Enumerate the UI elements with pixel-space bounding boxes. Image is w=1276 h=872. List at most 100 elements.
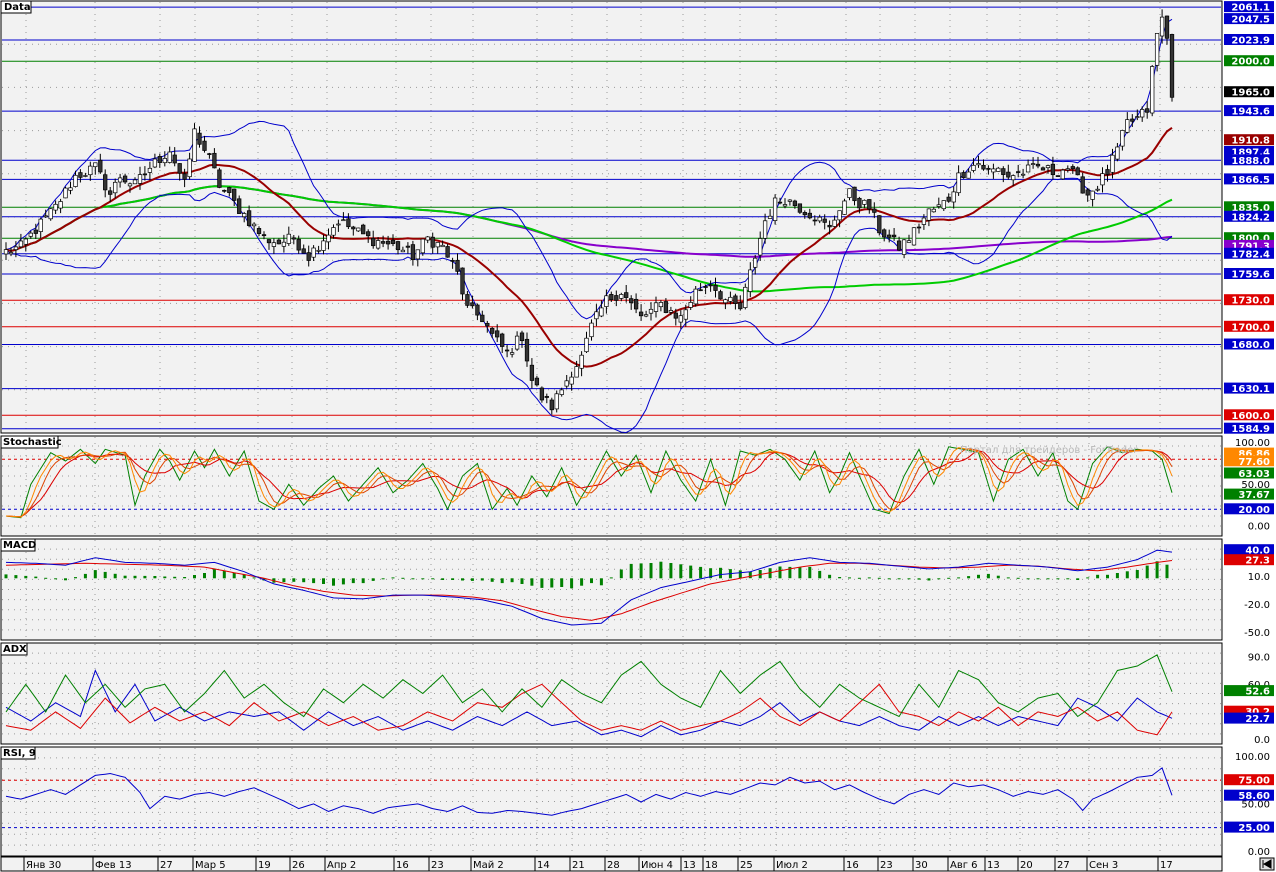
macd-histogram-bar [917, 578, 921, 580]
macd-histogram-bar [838, 577, 842, 579]
stoch-value-37.67-box [1224, 488, 1274, 500]
candle-body [53, 203, 58, 211]
candle-body [445, 246, 450, 258]
candle-body [256, 228, 262, 234]
candle-body [500, 333, 505, 347]
candle-body [534, 377, 540, 386]
price-level-1791.3-box [1224, 239, 1274, 251]
macd-histogram-bar [639, 563, 643, 579]
price-level-1584.9-box [1224, 422, 1274, 434]
candle-body [212, 152, 217, 169]
price-level-1800.0-box [1224, 232, 1274, 244]
scroll-right-button[interactable] [1259, 857, 1275, 871]
candle-body [633, 298, 639, 310]
macd-histogram-bar [24, 575, 28, 579]
price-level-1584.9: 1584.9 [1231, 424, 1270, 435]
panel-stochastic: Портал для трейдеров - ForTrader Stochas… [0, 435, 1274, 537]
candle-body [202, 140, 207, 151]
time-label-23: 20 [1020, 860, 1033, 871]
macd-value-27.3-box [1224, 554, 1274, 566]
macd-histogram-bar [54, 578, 58, 580]
price-level-1680.0-box [1224, 338, 1274, 350]
candle-body [733, 295, 738, 304]
price-level-1700.0-box [1224, 320, 1274, 332]
time-label-15: 18 [705, 860, 718, 871]
candle-body [13, 246, 19, 250]
adx-minus-di-line [5, 669, 1173, 738]
candle-body [88, 165, 93, 176]
candle-body [1125, 119, 1130, 133]
price-level-1730.0-box [1224, 294, 1274, 306]
candle-body [728, 296, 733, 302]
macd-histogram-bar [897, 578, 901, 580]
time-label-10: 14 [537, 860, 550, 871]
macd-histogram-bar [937, 578, 941, 580]
macd-histogram-bar [143, 575, 147, 579]
candle-body [832, 219, 837, 227]
price-level-1835.0: 1835.0 [1231, 203, 1270, 214]
price-level-1943.6-box [1224, 105, 1274, 117]
candle-body [192, 128, 197, 162]
candle-body [748, 269, 753, 292]
candle-body [420, 238, 425, 254]
candle-body [941, 200, 946, 210]
candle-body [1150, 66, 1155, 114]
time-axis-bg [0, 856, 1223, 872]
candle-body [400, 249, 406, 253]
price-level-1759.6: 1759.6 [1231, 270, 1270, 281]
candle-body [440, 244, 445, 248]
price-level-1782.4-box [1224, 247, 1274, 259]
time-label-3: Мар 5 [195, 860, 226, 871]
time-axis: Янв 30 Фев 13 27 Мар 5 19 26 Апр 2 16 23 Май 2 14 2… [0, 856, 1223, 872]
candle-body [380, 241, 386, 244]
candle-body [291, 237, 296, 240]
rsi-tick-50.00: 50.00 [1241, 799, 1270, 810]
candle-body [117, 177, 123, 183]
candle-body [450, 260, 455, 262]
macd-histogram-bar [1076, 578, 1080, 580]
candle-body [375, 240, 381, 249]
candle-body [887, 234, 892, 238]
candle-body [852, 186, 857, 202]
candle-body [395, 241, 401, 251]
candle-body [167, 151, 172, 163]
macd-histogram-bar [1006, 577, 1010, 579]
candle-body [1060, 169, 1065, 180]
macd-histogram-bar [689, 565, 693, 579]
candle-body [544, 396, 549, 398]
candle-body [217, 169, 222, 188]
time-label-22: 13 [987, 860, 1000, 871]
stochastic-lines [2, 446, 1221, 519]
macd-histogram-bar [679, 564, 683, 579]
candle-body [594, 311, 599, 320]
price-level-1680.0: 1680.0 [1231, 340, 1270, 351]
sma-20-line [5, 126, 1173, 368]
candle-body [837, 210, 842, 221]
price-level-1824.2: 1824.2 [1231, 212, 1270, 223]
candle-body [331, 227, 336, 236]
candle-body [246, 210, 252, 226]
candle-body [470, 302, 475, 307]
price-level-1888.0-box [1224, 154, 1274, 166]
candle-body [653, 302, 659, 312]
candle-body [857, 197, 862, 209]
candle-body [956, 172, 961, 194]
macd-histogram-bar [1016, 577, 1020, 579]
candle-body [3, 249, 9, 255]
stoch-tick-0.00: 0.00 [1248, 522, 1270, 533]
candle-body [936, 204, 941, 207]
stoch-tick-50.00: 50.00 [1241, 480, 1270, 491]
macd-tick--50.0: -50.0 [1244, 628, 1270, 639]
price-level-1897.4: 1897.4 [1231, 148, 1270, 159]
price-candles [3, 9, 1175, 415]
candle-body [281, 241, 287, 247]
candle-body [232, 188, 237, 201]
candle-body [415, 249, 420, 260]
candle-body [896, 240, 902, 251]
adx-plus-di-line [5, 683, 1173, 736]
candle-body [162, 158, 167, 164]
adx-value-22.7: 22.7 [1245, 714, 1270, 725]
candle-body [867, 199, 872, 210]
candle-body [797, 203, 803, 213]
price-level-1630.1-box [1224, 382, 1274, 394]
